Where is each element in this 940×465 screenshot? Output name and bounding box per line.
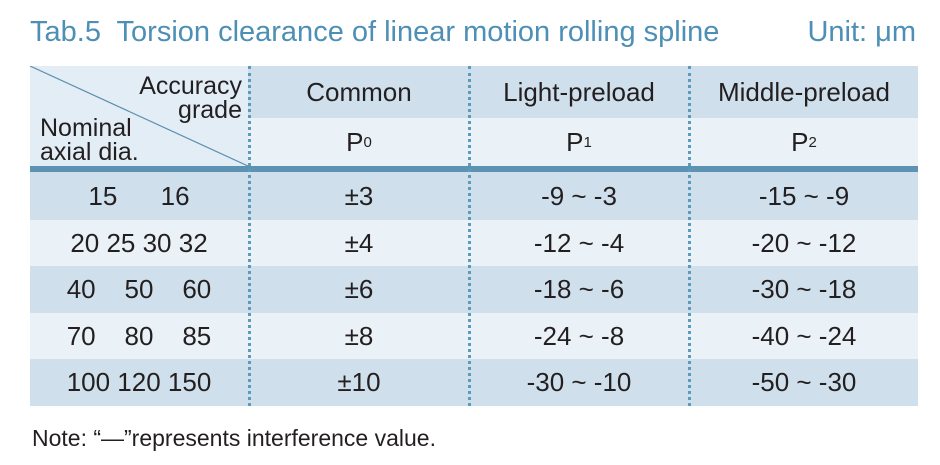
grade-code-p0-letter: P: [346, 126, 364, 157]
grade-code-p2-letter: P: [791, 126, 809, 157]
grade-name-middle-preload: Middle-preload: [718, 76, 890, 107]
table-row: [30, 266, 918, 313]
grade-name-light-preload: Light-preload: [503, 76, 655, 107]
cell-light-preload: -18 ~ -6: [533, 274, 625, 304]
grade-code-p1-sub: 1: [583, 133, 592, 151]
grade-code-p0-sub: 0: [363, 133, 372, 151]
cell-middle-preload: -15 ~ -9: [758, 180, 850, 211]
clearance-table: Accuracy grade Nominal axial dia. Common…: [30, 66, 918, 406]
column-divider: [468, 66, 471, 406]
cell-middle-preload: -40 ~ -24: [751, 320, 857, 351]
corner-label-grade: Accuracy grade: [139, 72, 242, 124]
cell-nominal-dia: 40 50 60: [66, 274, 212, 304]
title-row: Tab.5 Torsion clearance of linear motion…: [30, 10, 918, 58]
cell-common: ±4: [344, 227, 374, 258]
table-row: [30, 172, 918, 220]
cell-middle-preload: -30 ~ -18: [751, 274, 857, 304]
cell-middle-preload: -50 ~ -30: [751, 367, 857, 397]
table-row: [30, 359, 918, 406]
grade-code-p1-letter: P: [566, 126, 584, 157]
cell-common: ±10: [337, 367, 381, 397]
cell-light-preload: -9 ~ -3: [541, 180, 617, 211]
cell-nominal-dia: 15 16: [88, 180, 190, 211]
cell-common: ±3: [344, 180, 374, 211]
cell-light-preload: -30 ~ -10: [526, 367, 632, 397]
cell-light-preload: -24 ~ -8: [533, 320, 625, 351]
cell-nominal-dia: 70 80 85: [66, 320, 212, 351]
cell-common: ±6: [344, 274, 374, 304]
column-divider: [248, 66, 251, 406]
unit-label: Unit: μm: [807, 16, 916, 48]
table-row: [30, 313, 918, 359]
table-title: Tab.5 Torsion clearance of linear motion…: [30, 16, 720, 48]
cell-middle-preload: -20 ~ -12: [751, 227, 857, 258]
cell-common: ±8: [344, 320, 374, 351]
table-note: Note: “—”represents interference value.: [32, 425, 436, 451]
cell-light-preload: -12 ~ -4: [533, 227, 625, 258]
cell-nominal-dia: 20 25 30 32: [70, 227, 208, 258]
cell-nominal-dia: 100 120 150: [66, 367, 212, 397]
corner-label-diameter: Nominal axial dia.: [40, 114, 139, 166]
table-row: [30, 220, 918, 266]
corner-diagonal: [30, 66, 248, 166]
grade-name-common: Common: [306, 76, 412, 107]
column-divider: [688, 66, 691, 406]
grade-code-p2-sub: 2: [808, 133, 817, 151]
header-separator: [30, 166, 918, 172]
